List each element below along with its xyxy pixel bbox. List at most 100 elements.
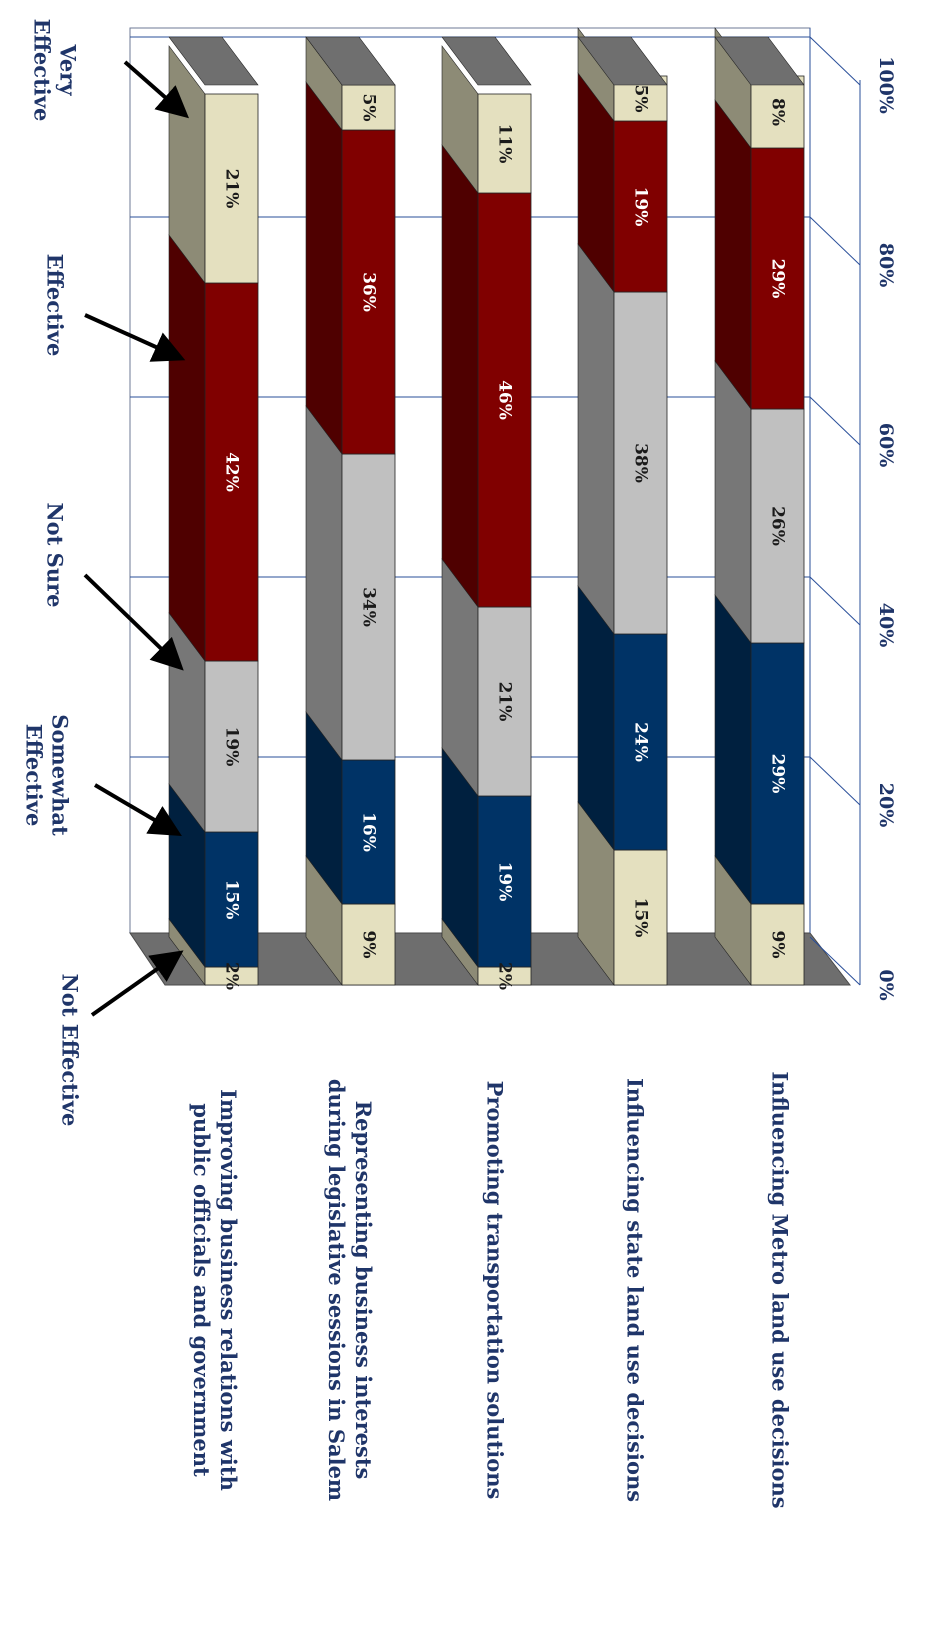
bar-value-label: 34% [359,587,379,627]
bar-segment [341,129,396,455]
tick-connector [809,936,861,986]
legend-entry: Effective [43,254,68,357]
category-label-line: Influencing Metro land use decisions [768,1071,793,1508]
bar-segment [477,192,532,608]
bar-top-cap [714,36,805,86]
bar-segment [341,84,396,131]
tick-connector [809,576,861,626]
bar-value-label: 15% [222,880,242,920]
legend-label: Very [56,44,81,97]
value-axis-tick-label: 0% [875,969,897,1000]
bar-value-label: 46% [495,380,515,420]
category-label-line: Representing business interests [351,1101,376,1480]
bar-value-label: 38% [631,443,651,483]
bar-value-label: 29% [768,754,788,794]
bar-segment [204,282,259,662]
category-label-line: Influencing state land use decisions [623,1078,648,1502]
bar-value-label: 15% [631,898,651,938]
legend-arrow [93,783,182,837]
tick-connector [809,756,861,806]
bar-value-label: 19% [631,187,651,227]
legend-label: Effective [30,19,55,122]
bar-segment [204,93,259,284]
bar-value-label: 29% [768,259,788,299]
bar-value-label: 19% [495,862,515,902]
legend-label: Effective [22,724,47,827]
value-axis-tick-label: 80% [875,243,897,288]
category-label-line: public officials and government [189,1103,214,1477]
bar-value-label: 8% [768,98,788,126]
bar-segment [750,903,805,986]
bar-value-label: 16% [359,812,379,852]
legend-arrow [123,60,190,119]
value-axis-tick-label: 100% [875,56,897,114]
bar-value-label: 9% [768,931,788,959]
bar-segment [341,759,396,905]
legend-label: Not Effective [58,974,83,1127]
category-label-line: during legislative sessions in Salem [324,1079,349,1501]
bar-segment [750,147,805,410]
bar-segment-side [168,234,206,662]
bar-segment [613,849,668,986]
bar-top-cap [441,36,532,86]
bar-segment [341,903,396,986]
value-axis-tick-label: 40% [875,603,897,648]
bar-segment-side [714,360,752,644]
bar-value-label: 42% [222,452,242,492]
bar-segment [613,633,668,851]
bar-value-label: 21% [495,682,515,722]
bar-value-label: 26% [768,506,788,546]
bar-value-label: 36% [359,272,379,312]
legend-arrow [90,950,184,1017]
bar-value-label: 21% [222,169,242,209]
value-axis-tick-label: 60% [875,423,897,468]
bar-segment-side [441,144,479,608]
legend-label: Not Sure [43,502,68,607]
tick-connector [809,396,861,446]
bars [168,27,805,986]
value-axis-ticks: 0% 20% 40% 60% 80% 100% [875,56,897,1001]
bar-value-label: 5% [631,85,651,113]
bar-top-cap [168,36,259,86]
bar-segment [204,831,259,968]
legend-label: Effective [43,254,68,357]
bar-value-label: 9% [359,931,379,959]
tick-connector [809,36,861,86]
bar-segment [613,120,668,293]
bar-segment-side [577,243,615,635]
bar-segment-side [305,405,343,761]
category-label-line: Promoting transportation solutions [483,1081,508,1500]
bar-value-label: 5% [359,94,379,122]
legend-entry: Not Sure [43,502,68,607]
bar-segment [477,606,532,797]
legend-arrow [83,573,184,671]
category-label: Promoting transportation solutions [483,1081,508,1500]
bar-segment [477,93,532,194]
bar-segment-side [714,594,752,905]
bar-segment-side [305,81,343,455]
category-label-line: Improving business relations with [216,1089,241,1491]
bar-top-cap [577,36,668,86]
legend-arrow [84,313,186,362]
bar-value-labels: 2% 15% 19% 42% 21% 9% 16% 34% 36% 5% 2% 19% 21% 46% 11… [222,85,788,990]
bar-value-label: 2% [495,962,515,990]
value-axis-tick-label: 20% [875,783,897,828]
bar-segment [613,291,668,635]
category-label: Improving business relations withpublic … [189,1089,241,1491]
bar-value-label: 24% [631,722,651,762]
bar-segment [204,660,259,833]
bar-value-label: 2% [222,962,242,990]
legend-label: Somewhat [48,714,73,836]
bar-value-label: 19% [222,727,242,767]
category-label: Influencing state land use decisions [623,1078,648,1502]
bar-segment [750,642,805,905]
bar-segment [341,453,396,761]
category-labels: Improving business relations withpublic … [189,1071,793,1508]
bar-value-label: 11% [495,124,515,164]
bar-top-cap [305,36,396,86]
